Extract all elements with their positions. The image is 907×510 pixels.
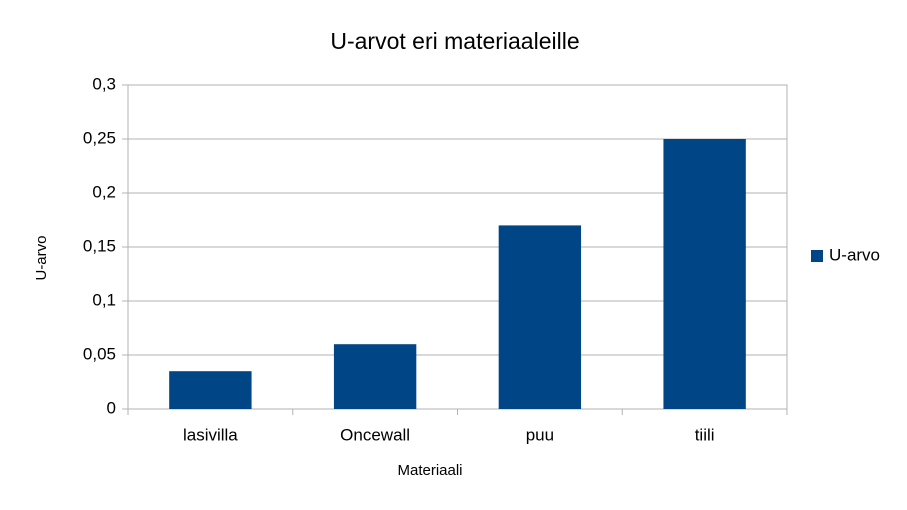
bar <box>498 225 582 409</box>
y-tick-label: 0,2 <box>92 182 116 201</box>
y-tick-label: 0,05 <box>83 344 116 363</box>
bar <box>663 139 746 409</box>
x-tick-label: Oncewall <box>340 425 410 444</box>
y-tick-label: 0,25 <box>83 128 116 147</box>
chart-title: U-arvot eri materiaaleille <box>330 28 579 54</box>
legend-label: U-arvo <box>829 245 880 264</box>
x-tick-label: puu <box>526 425 554 444</box>
y-axis-label: U-arvo <box>33 235 50 280</box>
y-tick-label: 0 <box>107 398 116 417</box>
x-tick-label: lasivilla <box>183 425 238 444</box>
x-axis-label: Materiaali <box>397 462 462 479</box>
y-tick-label: 0,1 <box>92 290 116 309</box>
bar <box>169 371 252 409</box>
legend-swatch <box>811 250 823 262</box>
x-tick-label: tiili <box>695 425 715 444</box>
bar <box>333 344 417 409</box>
y-tick-label: 0,3 <box>92 74 116 93</box>
y-tick-label: 0,15 <box>83 236 116 255</box>
